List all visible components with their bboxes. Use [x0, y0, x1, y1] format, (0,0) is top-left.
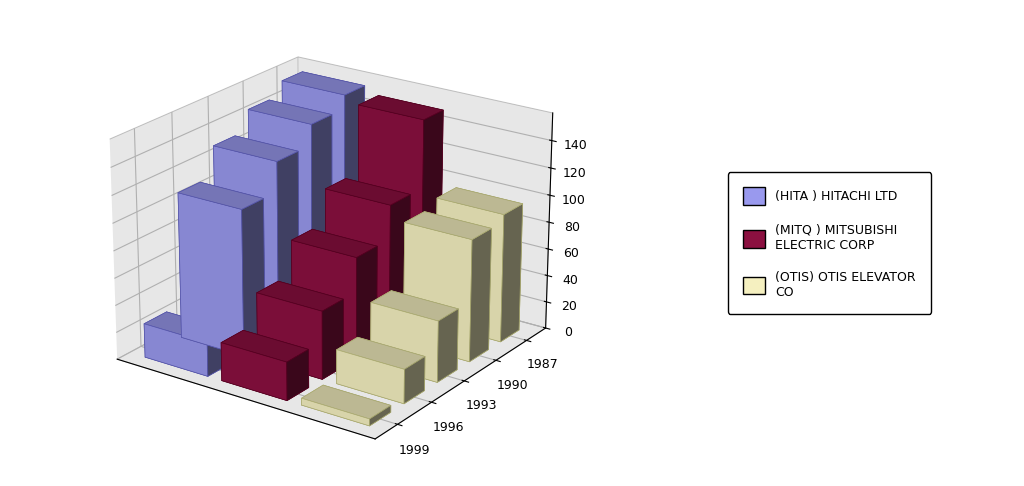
Legend: (HITA ) HITACHI LTD, (MITQ ) MITSUBISHI
ELECTRIC CORP, (OTIS) OTIS ELEVATOR
CO: (HITA ) HITACHI LTD, (MITQ ) MITSUBISHI …: [728, 173, 931, 313]
